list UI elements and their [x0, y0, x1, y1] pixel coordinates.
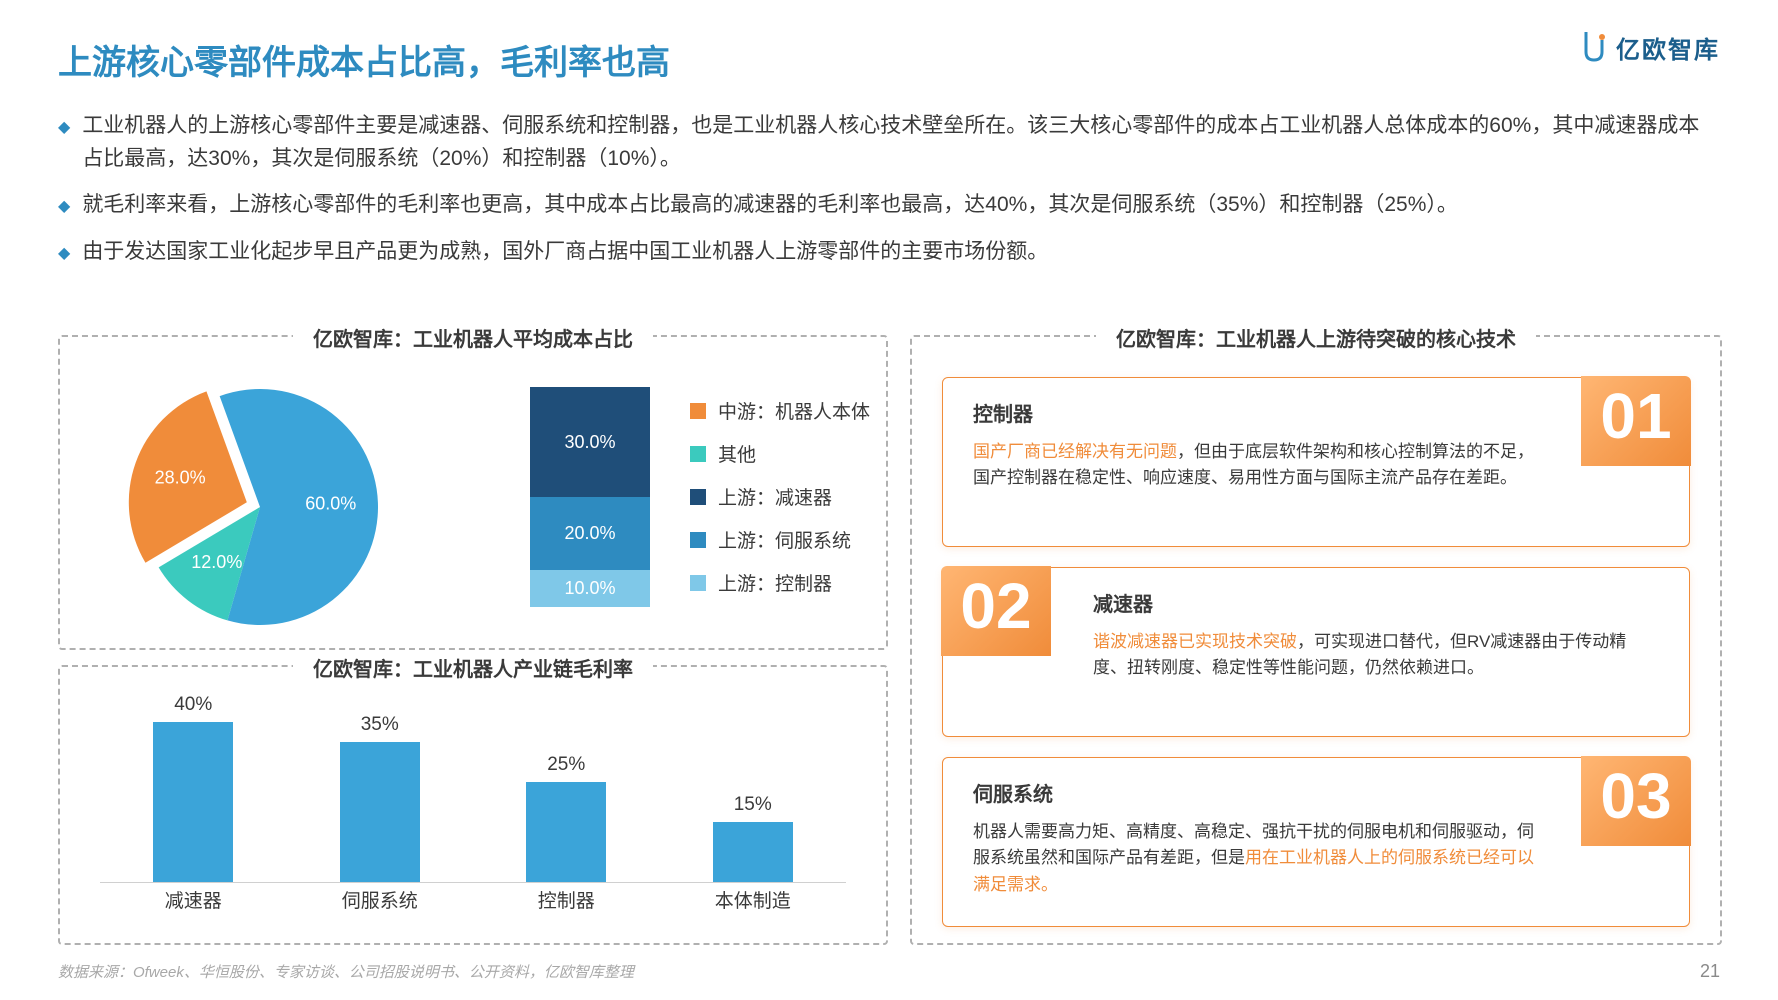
card-title: 减速器: [1093, 588, 1659, 617]
card-description: 谐波减速器已实现技术突破，可实现进口替代，但RV减速器由于传动精度、扭转刚度、稳…: [1093, 629, 1659, 682]
bullet-list: ◆工业机器人的上游核心零部件主要是减速器、伺服系统和控制器，也是工业机器人核心技…: [58, 110, 1720, 282]
bar-chart: 40%35%25%15% 减速器伺服系统控制器本体制造: [100, 707, 846, 913]
card-number: 03: [1581, 756, 1691, 846]
tech-panel: 亿欧智库：工业机器人上游待突破的核心技术 01控制器国产厂商已经解决有无问题，但…: [910, 335, 1722, 945]
stack-segment: 10.0%: [530, 570, 650, 607]
cost-share-panel: 亿欧智库：工业机器人平均成本占比 60.0%12.0%28.0% 30.0%20…: [58, 335, 888, 650]
card-number: 01: [1581, 376, 1691, 466]
tech-card: 01 控制器国产厂商已经解决有无问题，但由于底层软件架构和核心控制算法的不足，国产…: [942, 377, 1690, 547]
bar-category: 伺服系统: [298, 886, 462, 913]
legend-item: 上游：伺服系统: [690, 526, 870, 553]
legend-item: 中游：机器人本体: [690, 397, 870, 424]
legend-item: 其他: [690, 440, 870, 467]
pie-slice-label: 28.0%: [155, 467, 206, 487]
bullet-item: ◆由于发达国家工业化起步早且产品更为成熟，国外厂商占据中国工业机器人上游零部件的…: [58, 236, 1720, 269]
logo-icon: [1580, 32, 1608, 64]
bar-category: 控制器: [484, 886, 648, 913]
pie-slice-label: 60.0%: [305, 493, 356, 513]
pie-slice-label: 12.0%: [191, 552, 242, 572]
tech-card: 02 减速器谐波减速器已实现技术突破，可实现进口替代，但RV减速器由于传动精度、扭…: [942, 567, 1690, 737]
page-number: 21: [1700, 961, 1720, 982]
card-title: 控制器: [973, 398, 1549, 427]
card-description: 国产厂商已经解决有无问题，但由于底层软件架构和核心控制算法的不足，国产控制器在稳…: [973, 439, 1549, 492]
tech-card: 03 伺服系统机器人需要高力矩、高精度、高稳定、强抗干扰的伺服电机和伺服驱动，伺服…: [942, 757, 1690, 927]
logo: 亿欧智库: [1580, 30, 1720, 65]
card-number: 02: [941, 566, 1051, 656]
bar: 15%: [671, 794, 835, 882]
stack-segment: 20.0%: [530, 497, 650, 570]
card-title: 伺服系统: [973, 778, 1549, 807]
pie-chart: 60.0% 12.0% 28.0%: [130, 377, 390, 637]
panel-title: 亿欧智库：工业机器人上游待突破的核心技术: [1096, 323, 1536, 352]
card-description: 机器人需要高力矩、高精度、高稳定、强抗干扰的伺服电机和伺服驱动，伺服系统虽然和国…: [973, 819, 1549, 898]
legend-item: 上游：减速器: [690, 483, 870, 510]
bar: 40%: [111, 694, 275, 882]
margin-panel: 亿欧智库：工业机器人产业链毛利率 40%35%25%15% 减速器伺服系统控制器…: [58, 665, 888, 945]
logo-text: 亿欧智库: [1616, 30, 1720, 65]
bullet-item: ◆工业机器人的上游核心零部件主要是减速器、伺服系统和控制器，也是工业机器人核心技…: [58, 110, 1720, 175]
bar-category: 本体制造: [671, 886, 835, 913]
page-title: 上游核心零部件成本占比高，毛利率也高: [58, 35, 670, 84]
stacked-bar: 30.0%20.0%10.0%: [530, 387, 650, 607]
panel-title: 亿欧智库：工业机器人产业链毛利率: [293, 653, 653, 682]
bullet-item: ◆就毛利率来看，上游核心零部件的毛利率也更高，其中成本占比最高的减速器的毛利率也…: [58, 189, 1720, 222]
legend: 中游：机器人本体其他上游：减速器上游：伺服系统上游：控制器: [690, 397, 870, 612]
bar: 25%: [484, 754, 648, 882]
bar: 35%: [298, 714, 462, 882]
bar-category: 减速器: [111, 886, 275, 913]
panel-title: 亿欧智库：工业机器人平均成本占比: [293, 323, 653, 352]
legend-item: 上游：控制器: [690, 569, 870, 596]
data-source: 数据来源：Ofweek、华恒股份、专家访谈、公司招股说明书、公开资料，亿欧智库整…: [58, 961, 634, 982]
stack-segment: 30.0%: [530, 387, 650, 497]
